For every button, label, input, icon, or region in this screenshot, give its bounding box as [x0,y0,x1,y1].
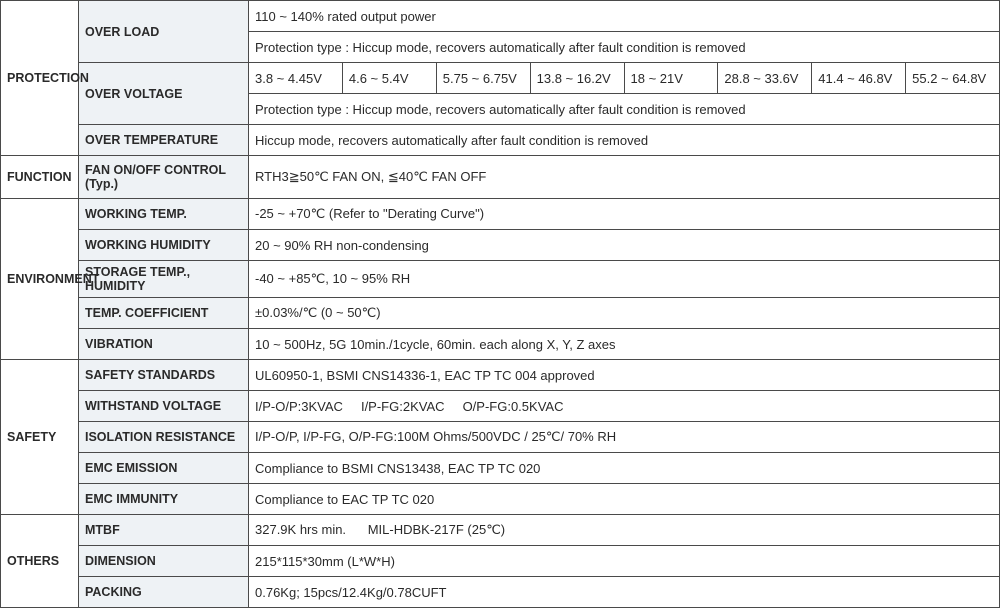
value-isolation-resistance: I/P-O/P, I/P-FG, O/P-FG:100M Ohms/500VDC… [249,422,1000,453]
table-row: ISOLATION RESISTANCE I/P-O/P, I/P-FG, O/… [1,422,1000,453]
table-row: EMC EMISSION Compliance to BSMI CNS13438… [1,453,1000,484]
section-others: OTHERS [1,515,79,608]
label-working-humidity: WORKING HUMIDITY [79,230,249,261]
table-row: SAFETY SAFETY STANDARDS UL60950-1, BSMI … [1,360,1000,391]
value-overvoltage-2: Protection type : Hiccup mode, recovers … [249,94,1000,125]
ov-cell-7: 55.2 ~ 64.8V [906,63,1000,94]
table-row: FUNCTION FAN ON/OFF CONTROL (Typ.) RTH3≧… [1,156,1000,199]
value-storage-temp: -40 ~ +85℃, 10 ~ 95% RH [249,261,1000,298]
ov-cell-4: 18 ~ 21V [624,63,718,94]
ov-cell-3: 13.8 ~ 16.2V [530,63,624,94]
label-isolation-resistance: ISOLATION RESISTANCE [79,422,249,453]
section-function: FUNCTION [1,156,79,199]
label-dimension: DIMENSION [79,546,249,577]
value-packing: 0.76Kg; 15pcs/12.4Kg/0.78CUFT [249,577,1000,608]
value-dimension: 215*115*30mm (L*W*H) [249,546,1000,577]
ov-cell-0: 3.8 ~ 4.45V [249,63,343,94]
table-row: OTHERS MTBF 327.9K hrs min. MIL-HDBK-217… [1,515,1000,546]
label-fan: FAN ON/OFF CONTROL (Typ.) [79,156,249,199]
ov-cell-5: 28.8 ~ 33.6V [718,63,812,94]
label-overload: OVER LOAD [79,1,249,63]
label-packing: PACKING [79,577,249,608]
section-environment: ENVIRONMENT [1,199,79,360]
table-row: VIBRATION 10 ~ 500Hz, 5G 10min./1cycle, … [1,329,1000,360]
value-safety-standards: UL60950-1, BSMI CNS14336-1, EAC TP TC 00… [249,360,1000,391]
value-overload-2: Protection type : Hiccup mode, recovers … [249,32,1000,63]
label-overvoltage: OVER VOLTAGE [79,63,249,125]
table-row: WORKING HUMIDITY 20 ~ 90% RH non-condens… [1,230,1000,261]
value-vibration: 10 ~ 500Hz, 5G 10min./1cycle, 60min. eac… [249,329,1000,360]
table-row: EMC IMMUNITY Compliance to EAC TP TC 020 [1,484,1000,515]
value-emc-emission: Compliance to BSMI CNS13438, EAC TP TC 0… [249,453,1000,484]
table-row: OVER VOLTAGE 3.8 ~ 4.45V 4.6 ~ 5.4V 5.75… [1,63,1000,94]
ov-cell-6: 41.4 ~ 46.8V [812,63,906,94]
value-overload-1: 110 ~ 140% rated output power [249,1,1000,32]
label-storage-temp: STORAGE TEMP., HUMIDITY [79,261,249,298]
value-temp-coeff: ±0.03%/℃ (0 ~ 50℃) [249,298,1000,329]
table-row: TEMP. COEFFICIENT ±0.03%/℃ (0 ~ 50℃) [1,298,1000,329]
value-working-humidity: 20 ~ 90% RH non-condensing [249,230,1000,261]
value-mtbf: 327.9K hrs min. MIL-HDBK-217F (25℃) [249,515,1000,546]
table-row: STORAGE TEMP., HUMIDITY -40 ~ +85℃, 10 ~… [1,261,1000,298]
table-row: ENVIRONMENT WORKING TEMP. -25 ~ +70℃ (Re… [1,199,1000,230]
section-protection: PROTECTION [1,1,79,156]
table-row: WITHSTAND VOLTAGE I/P-O/P:3KVAC I/P-FG:2… [1,391,1000,422]
ov-cell-1: 4.6 ~ 5.4V [342,63,436,94]
label-temp-coeff: TEMP. COEFFICIENT [79,298,249,329]
label-vibration: VIBRATION [79,329,249,360]
value-emc-immunity: Compliance to EAC TP TC 020 [249,484,1000,515]
section-safety: SAFETY [1,360,79,515]
table-row: PACKING 0.76Kg; 15pcs/12.4Kg/0.78CUFT [1,577,1000,608]
value-overtemp: Hiccup mode, recovers automatically afte… [249,125,1000,156]
table-row: OVER TEMPERATURE Hiccup mode, recovers a… [1,125,1000,156]
label-emc-immunity: EMC IMMUNITY [79,484,249,515]
label-safety-standards: SAFETY STANDARDS [79,360,249,391]
label-working-temp: WORKING TEMP. [79,199,249,230]
label-mtbf: MTBF [79,515,249,546]
value-working-temp: -25 ~ +70℃ (Refer to "Derating Curve") [249,199,1000,230]
table-row: PROTECTION OVER LOAD 110 ~ 140% rated ou… [1,1,1000,32]
ov-cell-2: 5.75 ~ 6.75V [436,63,530,94]
label-overtemp: OVER TEMPERATURE [79,125,249,156]
value-withstand-voltage: I/P-O/P:3KVAC I/P-FG:2KVAC O/P-FG:0.5KVA… [249,391,1000,422]
label-withstand-voltage: WITHSTAND VOLTAGE [79,391,249,422]
value-fan: RTH3≧50℃ FAN ON, ≦40℃ FAN OFF [249,156,1000,199]
spec-table: PROTECTION OVER LOAD 110 ~ 140% rated ou… [0,0,1000,608]
table-row: DIMENSION 215*115*30mm (L*W*H) [1,546,1000,577]
label-emc-emission: EMC EMISSION [79,453,249,484]
